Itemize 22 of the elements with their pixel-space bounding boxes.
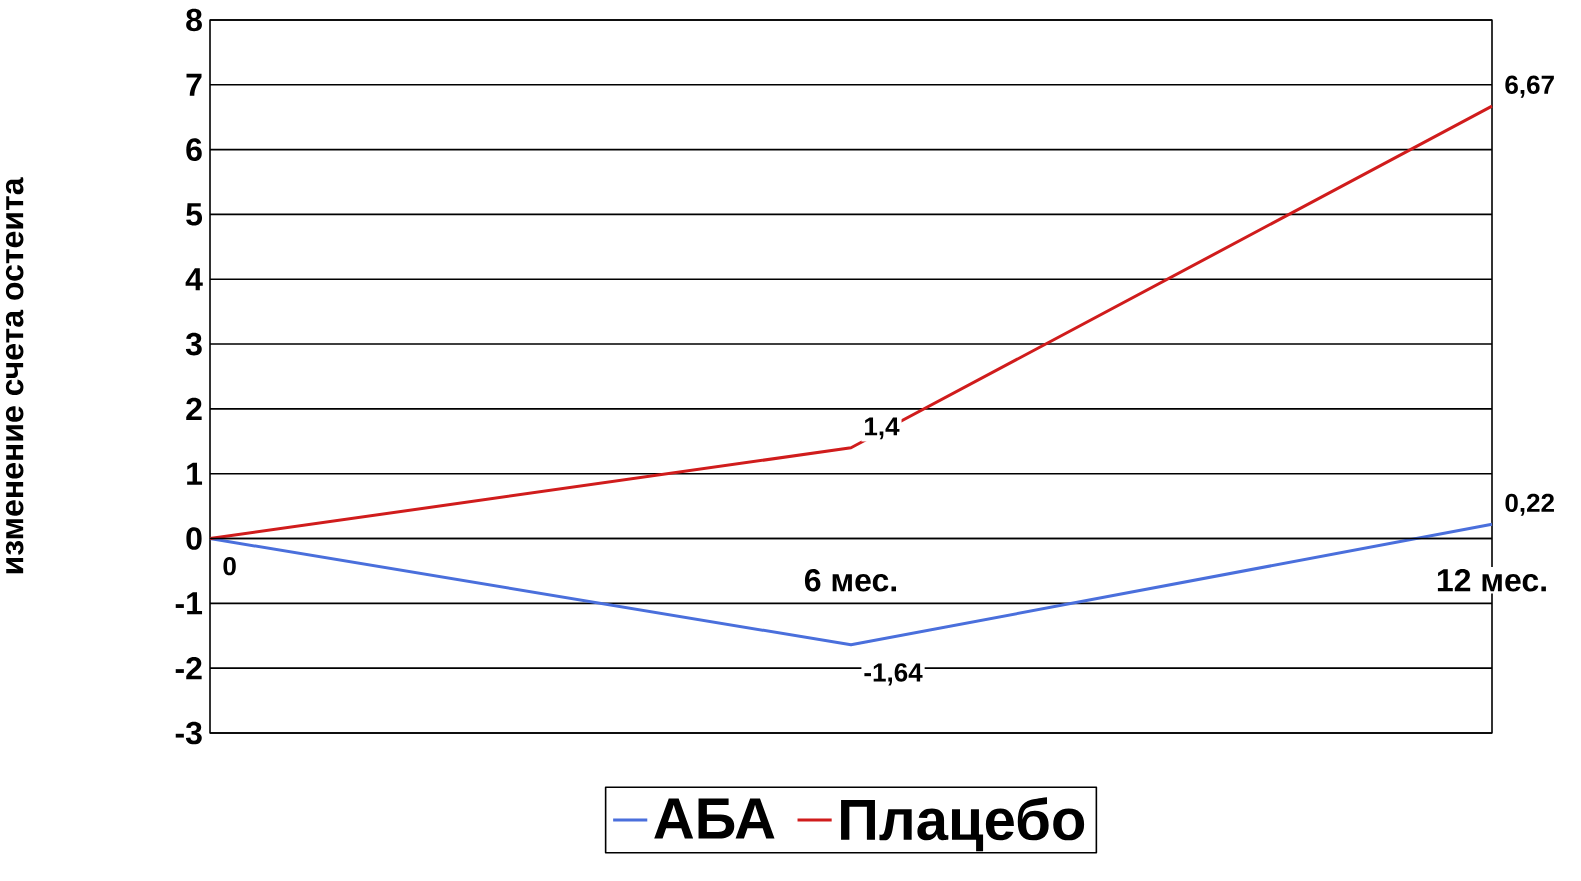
y-tick-label: -2 — [175, 657, 202, 680]
x-tick-label: 12 мес. — [1437, 568, 1546, 592]
data-label: 6,67 — [1505, 75, 1554, 98]
y-tick-label: 8 — [186, 8, 202, 32]
y-tick-label: 4 — [185, 268, 203, 291]
y-tick-label: 2 — [186, 397, 202, 421]
y-axis-title: изменение счета остеита — [5, 177, 24, 574]
data-label: 1,4 — [865, 417, 900, 440]
y-tick-label: -1 — [175, 592, 203, 615]
y-tick-label: 3 — [185, 332, 202, 356]
y-tick-label: 1 — [187, 462, 203, 485]
data-label: 0 — [223, 556, 236, 576]
y-tick-label: 6 — [186, 138, 202, 161]
y-tick-label: 5 — [186, 203, 203, 226]
y-tick-label: 7 — [186, 73, 202, 96]
legend-label: АБА — [654, 798, 775, 839]
data-label: 0,22 — [1505, 493, 1554, 516]
data-label: -1,64 — [864, 663, 923, 686]
y-tick-label: 0 — [186, 527, 202, 550]
y-tick-label: -3 — [175, 721, 202, 745]
x-tick-label: 6 мес. — [804, 568, 897, 592]
legend-label: Плацебо — [841, 797, 1085, 852]
